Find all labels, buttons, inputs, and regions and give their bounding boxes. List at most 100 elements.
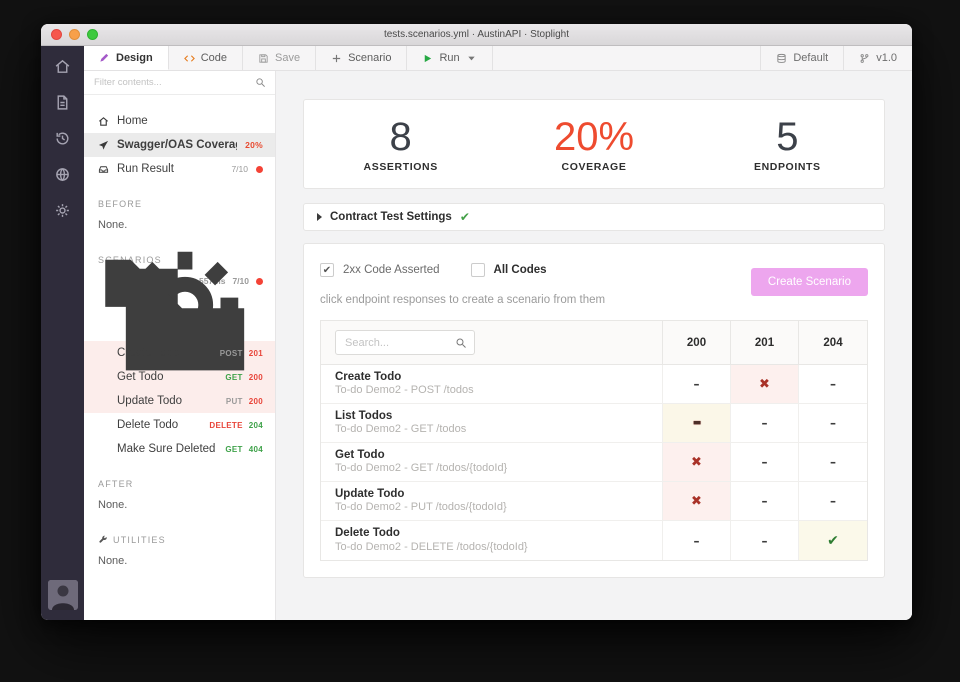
- document-icon[interactable]: [54, 94, 71, 111]
- steps-folder[interactable]: steps [5]: [84, 293, 275, 371]
- dash-mark: –: [693, 533, 700, 548]
- version-button[interactable]: v1.0: [843, 46, 912, 70]
- tab-code[interactable]: Code: [169, 46, 243, 70]
- search-icon: [455, 336, 467, 348]
- endpoint-title: Update Todo: [335, 487, 405, 500]
- sidebar-item-run-result[interactable]: Run Result 7/10: [84, 157, 275, 181]
- stats-card: 8 ASSERTIONS 20% COVERAGE 5 ENDPOINTS: [303, 99, 885, 189]
- inbox-icon: [98, 164, 109, 175]
- response-cell-200[interactable]: ✖: [663, 443, 731, 481]
- response-cell-201[interactable]: –: [731, 521, 799, 560]
- response-cell-204[interactable]: –: [799, 443, 867, 481]
- step-label: Delete Todo: [117, 419, 179, 431]
- response-cell-201[interactable]: –: [731, 482, 799, 520]
- response-cell-204[interactable]: –: [799, 404, 867, 442]
- tab-run[interactable]: Run: [407, 46, 493, 70]
- dash-mark: –: [830, 494, 836, 508]
- endpoint-subtitle: To-do Demo2 - GET /todos/{todoId}: [335, 462, 508, 475]
- contract-test-settings-toggle[interactable]: Contract Test Settings ✔: [303, 203, 885, 231]
- response-cell-204[interactable]: –: [799, 482, 867, 520]
- filter-contents-input[interactable]: [84, 71, 275, 94]
- column-header-204: 204: [823, 336, 843, 349]
- dash-mark: –: [830, 455, 836, 469]
- tab-save[interactable]: Save: [243, 46, 317, 70]
- minimize-window-button[interactable]: [69, 29, 80, 40]
- step-make-sure-deleted[interactable]: Make Sure Deleted GET 404: [84, 437, 275, 461]
- home-icon[interactable]: [54, 58, 71, 75]
- history-icon[interactable]: [54, 130, 71, 147]
- filter-row: [84, 71, 275, 95]
- dash-mark: –: [761, 494, 768, 508]
- section-utilities: UTILITIES: [84, 517, 275, 549]
- endpoint-info: List Todos To-do Demo2 - GET /todos: [321, 404, 663, 442]
- default-environment-button[interactable]: Default: [760, 46, 843, 70]
- coverage-panel: ✔ 2xx Code Asserted All Codes Create Sce…: [303, 243, 885, 578]
- tab-design-label: Design: [116, 51, 153, 64]
- assertions-value: 8: [389, 115, 412, 159]
- dash-mark: –: [761, 533, 768, 548]
- step-method: POST: [219, 348, 243, 358]
- run-result-score: 7/10: [231, 164, 248, 174]
- traffic-lights: [51, 29, 98, 40]
- response-cell-201[interactable]: ✖: [731, 365, 799, 403]
- zoom-window-button[interactable]: [87, 29, 98, 40]
- 2xx-code-asserted-checkbox[interactable]: ✔: [320, 263, 334, 277]
- step-label: Create Todo: [117, 347, 180, 359]
- step-code: 404: [248, 444, 263, 454]
- after-empty-text: None.: [98, 499, 128, 511]
- step-code: 200: [248, 396, 263, 406]
- table-header: 200 201 204: [321, 321, 867, 365]
- response-cell-201[interactable]: –: [731, 443, 799, 481]
- step-code: 201: [248, 348, 263, 358]
- response-cell-200[interactable]: ▬: [663, 404, 731, 442]
- default-environment-label: Default: [793, 52, 829, 64]
- table-row: Get Todo To-do Demo2 - GET /todos/{todoI…: [321, 443, 867, 482]
- column-header-200: 200: [663, 321, 731, 364]
- endpoint-title: Get Todo: [335, 448, 385, 461]
- tab-design[interactable]: Design: [84, 46, 169, 70]
- create-scenario-button[interactable]: Create Scenario: [750, 268, 868, 296]
- close-window-button[interactable]: [51, 29, 62, 40]
- globe-icon[interactable]: [54, 166, 71, 183]
- sidebar-item-coverage[interactable]: Swagger/OAS Coverage 20%: [84, 133, 275, 157]
- response-cell-201[interactable]: –: [731, 404, 799, 442]
- table-search-input[interactable]: [335, 330, 475, 355]
- response-cell-200[interactable]: –: [663, 365, 731, 403]
- wrench-icon: [98, 535, 108, 545]
- table-row: List Todos To-do Demo2 - GET /todos ▬ – …: [321, 404, 867, 443]
- response-cell-200[interactable]: –: [663, 521, 731, 560]
- response-cell-204[interactable]: ✔: [799, 521, 867, 560]
- tab-run-label: Run: [439, 52, 460, 64]
- save-icon: [258, 53, 269, 64]
- step-update-todo[interactable]: Update Todo PUT 200: [84, 389, 275, 413]
- scenario-score: 7/10: [232, 276, 249, 286]
- fail-status-dot: [256, 277, 263, 285]
- sidebar-item-label: Home: [117, 115, 148, 127]
- user-avatar[interactable]: [47, 580, 78, 610]
- toolbar: Design Code Save: [84, 46, 912, 71]
- step-label: Update Todo: [117, 395, 183, 407]
- sidebar-item-home[interactable]: Home: [84, 109, 275, 133]
- dash-mark: –: [761, 416, 768, 430]
- coverage-badge: 20%: [245, 140, 263, 150]
- step-label: Make Sure Deleted: [117, 443, 216, 455]
- version-label: v1.0: [876, 52, 897, 64]
- tab-scenario[interactable]: Scenario: [316, 46, 408, 70]
- contract-settings-label: Contract Test Settings: [330, 211, 452, 223]
- heavy-dash-mark: ▬: [692, 418, 701, 428]
- endpoint-subtitle: To-do Demo2 - GET /todos: [335, 423, 467, 436]
- tab-code-label: Code: [200, 52, 227, 64]
- endpoint-subtitle: To-do Demo2 - PUT /todos/{todoId}: [335, 501, 507, 514]
- stat-assertions: 8 ASSERTIONS: [304, 115, 497, 173]
- endpoints-label: ENDPOINTS: [753, 161, 821, 173]
- settings-gear-icon[interactable]: [54, 202, 71, 219]
- assertions-label: ASSERTIONS: [363, 161, 438, 173]
- paper-plane-icon: [98, 140, 109, 151]
- all-codes-checkbox[interactable]: [470, 263, 485, 277]
- response-cell-204[interactable]: –: [799, 365, 867, 403]
- 2xx-code-asserted-label: 2xx Code Asserted: [343, 264, 440, 276]
- step-delete-todo[interactable]: Delete Todo DELETE 204: [84, 413, 275, 437]
- dash-mark: –: [830, 416, 836, 430]
- sidebar-item-label: Run Result: [117, 163, 174, 175]
- response-cell-200[interactable]: ✖: [663, 482, 731, 520]
